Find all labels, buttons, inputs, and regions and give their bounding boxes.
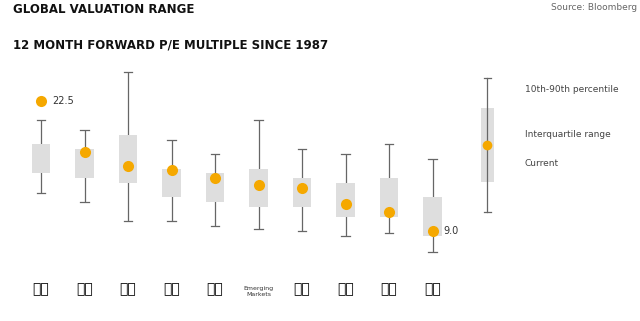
Text: 🇪🇸: 🇪🇸	[337, 282, 354, 296]
Text: 🇯🇵: 🇯🇵	[120, 282, 136, 296]
Text: Current: Current	[525, 159, 559, 168]
Bar	[163, 169, 180, 197]
Bar	[380, 178, 398, 217]
Bar	[293, 178, 311, 207]
Bar	[250, 169, 268, 207]
Text: Source: Bloomberg: Source: Bloomberg	[550, 3, 637, 12]
Text: 🇺🇸: 🇺🇸	[33, 282, 49, 296]
Bar	[481, 108, 494, 182]
Text: 22.5: 22.5	[52, 96, 74, 106]
Text: 9.0: 9.0	[444, 226, 459, 236]
Text: 12 MONTH FORWARD P/E MULTIPLE SINCE 1987: 12 MONTH FORWARD P/E MULTIPLE SINCE 1987	[13, 39, 328, 51]
Bar	[337, 183, 355, 217]
Bar	[119, 135, 137, 183]
Bar	[206, 173, 224, 202]
Text: 10th-90th percentile: 10th-90th percentile	[525, 85, 618, 94]
Text: 🇩🇪: 🇩🇪	[294, 282, 310, 296]
Text: Interquartile range: Interquartile range	[525, 130, 611, 139]
Bar	[76, 149, 93, 178]
Text: 🇫🇷: 🇫🇷	[163, 282, 180, 296]
Text: 🇮🇹: 🇮🇹	[424, 282, 441, 296]
Text: 🇨🇭: 🇨🇭	[76, 282, 93, 296]
Text: GLOBAL VALUATION RANGE: GLOBAL VALUATION RANGE	[13, 3, 194, 16]
Text: Emerging
Markets: Emerging Markets	[243, 286, 274, 297]
Text: 🇪🇺: 🇪🇺	[207, 282, 223, 296]
Bar	[424, 197, 442, 236]
Bar	[32, 144, 50, 173]
Text: 🇬🇧: 🇬🇧	[381, 282, 397, 296]
